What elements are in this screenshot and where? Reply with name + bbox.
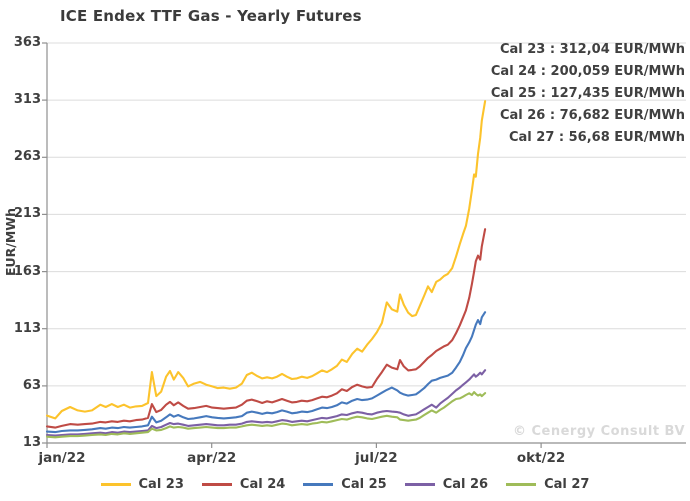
legend-item-cal-24: Cal 24: [201, 477, 286, 492]
annotation-line: Cal 23 : 312,04 EUR/MWh: [499, 42, 685, 57]
annotation-line: Cal 24 : 200,059 EUR/MWh: [490, 64, 685, 79]
legend-item-cal-26: Cal 26: [404, 477, 489, 492]
annotation-line: Cal 26 : 76,682 EUR/MWh: [499, 108, 685, 123]
x-tick-label: apr/22: [187, 450, 237, 466]
legend-label: Cal 23: [138, 477, 184, 492]
watermark: © Cenergy Consult BV: [512, 424, 685, 439]
y-tick-label: 163: [13, 263, 41, 279]
legend-label: Cal 24: [239, 477, 286, 492]
legend-label: Cal 26: [442, 477, 489, 492]
legend-line-swatch: [506, 483, 537, 486]
x-tick-label: jan/22: [38, 450, 86, 466]
legend-item-cal-25: Cal 25: [303, 477, 387, 492]
legend-line-swatch: [201, 483, 232, 486]
legend-line-swatch: [100, 483, 131, 486]
legend-label: Cal 27: [544, 477, 590, 492]
x-tick-label: jul/22: [355, 450, 398, 466]
y-axis-title: EUR/MWh: [3, 208, 18, 277]
annotation-line: Cal 27 : 56,68 EUR/MWh: [508, 130, 685, 145]
series-line-cal-27: [45, 391, 487, 439]
legend: Cal 23 Cal 24 Cal 25 Cal 26 Cal 27: [0, 477, 690, 492]
series-line-cal-25: [45, 311, 487, 434]
series-line-cal-26: [45, 369, 487, 437]
legend-label: Cal 25: [341, 477, 387, 492]
y-tick-label: 313: [13, 92, 41, 108]
legend-item-cal-23: Cal 23: [100, 477, 184, 492]
y-tick-label: 363: [13, 35, 41, 50]
y-tick-label: 13: [22, 435, 41, 450]
chart-title: ICE Endex TTF Gas - Yearly Futures: [60, 7, 362, 25]
legend-line-swatch: [404, 483, 435, 486]
y-tick-label: 113: [13, 320, 41, 336]
y-tick-label: 63: [22, 377, 41, 393]
series-line-cal-23: [45, 100, 487, 420]
y-tick-label: 213: [13, 206, 41, 222]
series-value-annotations: Cal 23 : 312,04 EUR/MWh Cal 24 : 200,059 …: [491, 39, 685, 149]
legend-line-swatch: [303, 483, 334, 486]
annotation-line: Cal 25 : 127,435 EUR/MWh: [490, 86, 685, 101]
x-tick-label: okt/22: [516, 450, 566, 466]
legend-item-cal-27: Cal 27: [506, 477, 589, 492]
series-line-cal-24: [45, 228, 487, 429]
y-tick-label: 263: [13, 149, 41, 165]
